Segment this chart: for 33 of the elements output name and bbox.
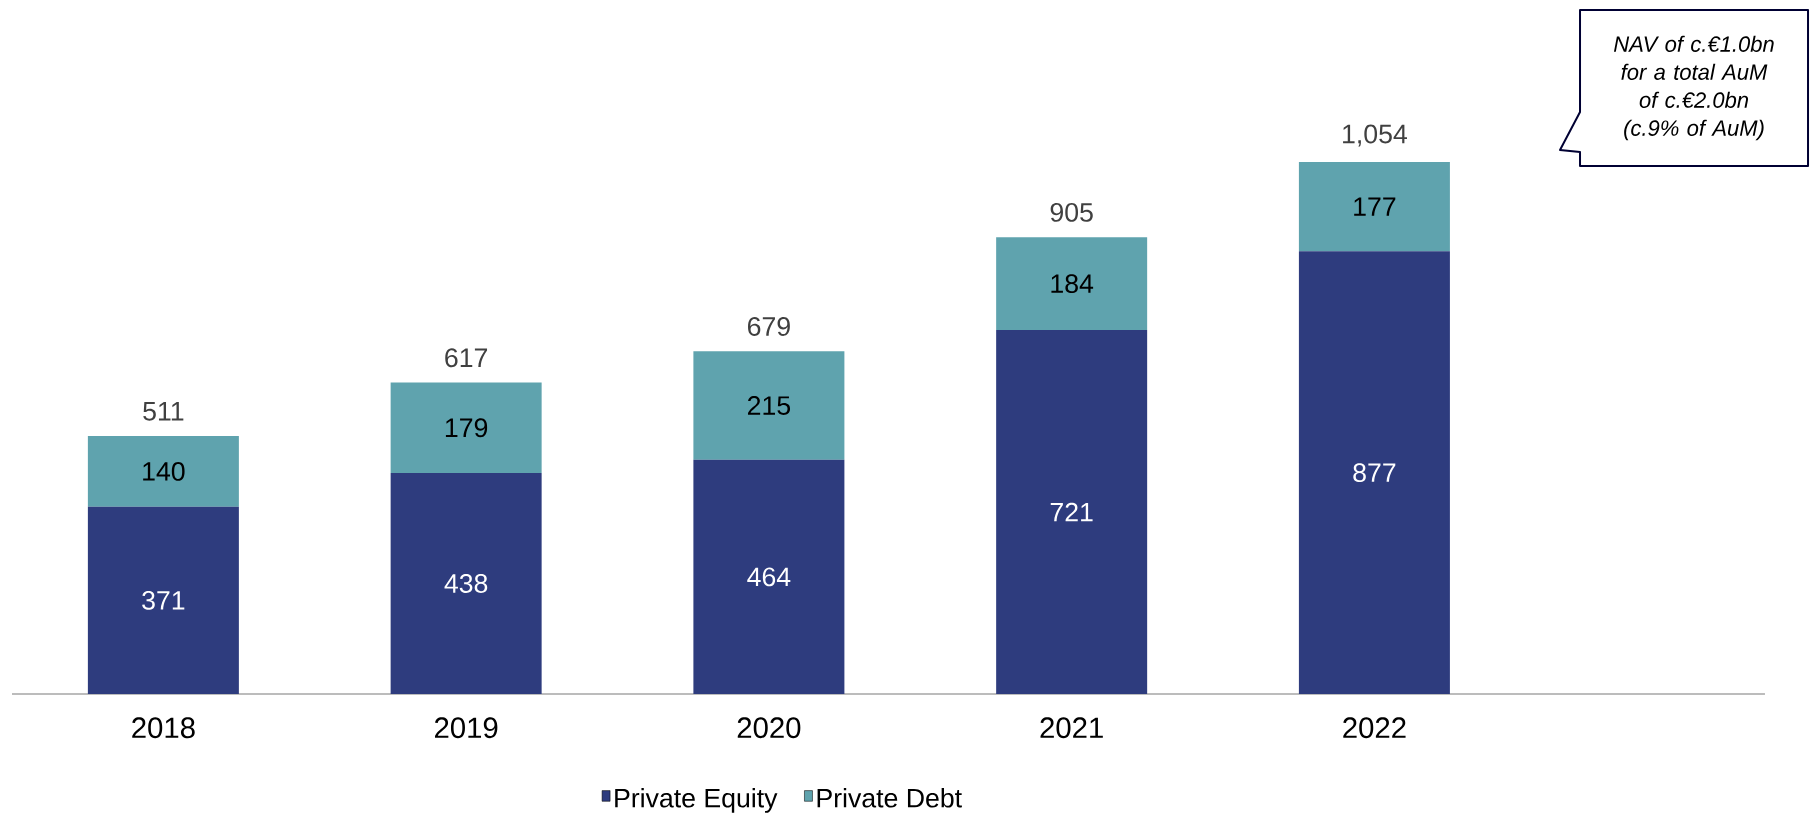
bar — [87, 436, 239, 507]
total-label: 617 — [445, 348, 488, 368]
total-label: 1,054 — [1343, 124, 1407, 147]
bar — [390, 382, 542, 473]
data-label: 177 — [1354, 197, 1396, 216]
total-label: 679 — [748, 317, 790, 336]
data-label: 140 — [143, 461, 185, 481]
total-label: 511 — [143, 402, 184, 421]
bar — [693, 351, 845, 460]
bar — [1298, 251, 1450, 694]
text: NAV of c.€1.0bn for a total AuM of c.€2.0bn (c.9% of AuM) — [1613, 35, 1774, 141]
data-label: 215 — [747, 396, 791, 415]
data-label: 438 — [444, 574, 488, 593]
data-label: 721 — [1050, 502, 1093, 522]
bar — [87, 506, 239, 694]
data-label: 464 — [747, 567, 791, 587]
bar — [390, 472, 542, 694]
bar — [996, 237, 1148, 331]
legend-label: Private Debt — [817, 787, 962, 808]
total-label: 905 — [1050, 202, 1093, 222]
legend-label: Private Equity — [615, 787, 778, 813]
x-tick-label: 2019 — [434, 717, 498, 739]
x-tick-label: 2018 — [132, 717, 195, 739]
x-tick-label: 2022 — [1343, 717, 1406, 739]
bar — [1298, 162, 1450, 252]
data-label: 179 — [445, 418, 488, 438]
bar — [693, 459, 845, 694]
data-label: 184 — [1051, 274, 1094, 294]
x-tick-label: 2021 — [1040, 717, 1103, 739]
data-label: 371 — [142, 590, 185, 610]
bar — [996, 330, 1148, 694]
x-tick-label: 2020 — [737, 717, 801, 739]
data-label: 877 — [1353, 463, 1396, 483]
